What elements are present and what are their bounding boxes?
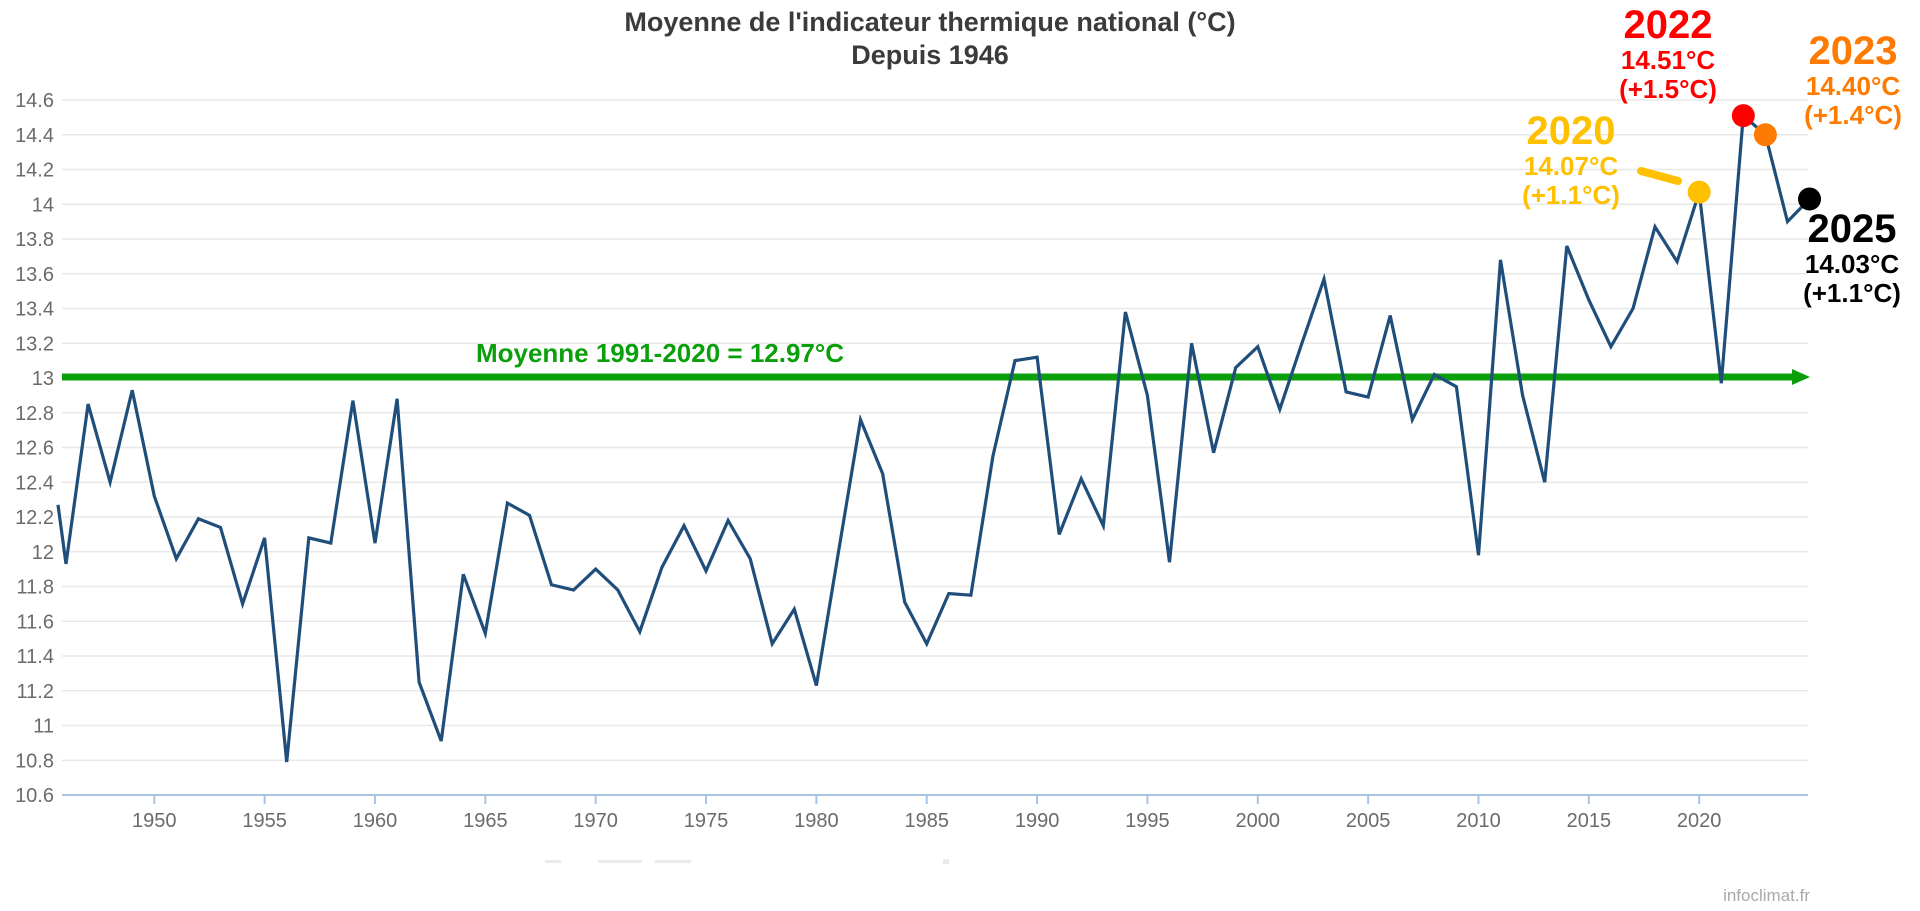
highlight-dot-2022: [1731, 104, 1755, 128]
y-tick-label: 12.6: [15, 438, 54, 460]
y-tick-label: 14: [32, 194, 54, 216]
y-tick-label: 13.2: [15, 333, 54, 355]
x-tick-label: 2015: [1567, 810, 1612, 832]
annotation-2020: 2020 14.07°C (+1.1°C): [1451, 110, 1691, 210]
x-tick-label: 1980: [794, 810, 839, 832]
annotation-2023-temp: 14.40°C: [1805, 71, 1901, 101]
y-tick-label: 14.4: [15, 125, 54, 147]
y-tick-label: 11.8: [17, 577, 54, 599]
y-tick-label: 14.6: [15, 90, 54, 112]
annotation-2023: 2023 14.40°C (+1.4°C): [1733, 30, 1920, 130]
annotation-2020-connector: [1637, 167, 1682, 185]
y-tick-label: 14.2: [15, 160, 54, 182]
x-tick-label: 1955: [242, 810, 287, 832]
y-tick-label: 11.2: [17, 681, 54, 703]
x-tick-label: 1990: [1015, 810, 1060, 832]
annotation-2025-anomaly: (+1.1°C): [1803, 278, 1901, 308]
chart-title-line2: Depuis 1946: [851, 40, 1009, 70]
annotation-2022-year: 2022: [1623, 3, 1713, 47]
annotation-2020-anomaly: (+1.1°C): [1522, 180, 1620, 210]
y-tick-label: 11.4: [17, 646, 54, 668]
x-tick-label: 2005: [1346, 810, 1391, 832]
annotation-2025-year: 2025: [1807, 207, 1897, 251]
annotation-2025: 2025 14.03°C (+1.1°C): [1732, 208, 1920, 308]
x-tick-label: 1970: [573, 810, 618, 832]
annotation-2022: 2022 14.51°C (+1.5°C): [1548, 4, 1788, 104]
y-tick-label: 13.6: [15, 264, 54, 286]
x-tick-label: 1950: [132, 810, 177, 832]
highlight-dot-2020: [1687, 180, 1711, 204]
x-tick-label: 2010: [1456, 810, 1501, 832]
y-tick-label: 11.6: [17, 611, 54, 633]
annotation-2022-anomaly: (+1.5°C): [1619, 74, 1717, 104]
watermark: infoclimat.fr: [1723, 886, 1810, 905]
mean-line-label: Moyenne 1991-2020 = 12.97°C: [475, 338, 845, 368]
temperature-series-line: [56, 112, 1811, 763]
y-tick-label: 12: [32, 542, 54, 564]
y-tick-label: 13.8: [15, 229, 54, 251]
chart-title: Moyenne de l'indicateur thermique nation…: [30, 6, 1830, 72]
highlight-dot-2025: [1798, 187, 1822, 211]
annotation-2020-year: 2020: [1526, 109, 1616, 153]
x-tick-label: 1995: [1125, 810, 1170, 832]
annotation-2023-anomaly: (+1.4°C): [1804, 100, 1902, 130]
x-tick-label: 1965: [463, 810, 508, 832]
annotation-2023-year: 2023: [1808, 29, 1898, 73]
highlight-dot-2023: [1753, 123, 1777, 147]
x-tick-label: 1975: [684, 810, 729, 832]
y-tick-label: 11: [33, 716, 54, 738]
x-tick-label: 1985: [904, 810, 949, 832]
y-tick-label: 10.8: [15, 750, 54, 772]
y-tick-label: 12.8: [15, 403, 54, 425]
x-tick-label: 2020: [1677, 810, 1722, 832]
y-tick-label: 12.2: [15, 507, 54, 529]
mean-line-arrow: [1792, 369, 1810, 385]
y-tick-label: 13.4: [15, 299, 54, 321]
annotation-2020-temp: 14.07°C: [1523, 151, 1619, 181]
y-tick-label: 10.6: [15, 785, 54, 807]
x-tick-label: 2000: [1236, 810, 1281, 832]
y-tick-label: 13: [32, 368, 54, 390]
chart-title-line1: Moyenne de l'indicateur thermique nation…: [624, 7, 1236, 37]
annotation-2022-temp: 14.51°C: [1620, 45, 1716, 75]
x-tick-label: 1960: [353, 810, 398, 832]
annotation-2025-temp: 14.03°C: [1804, 249, 1900, 279]
y-tick-label: 12.4: [15, 472, 54, 494]
